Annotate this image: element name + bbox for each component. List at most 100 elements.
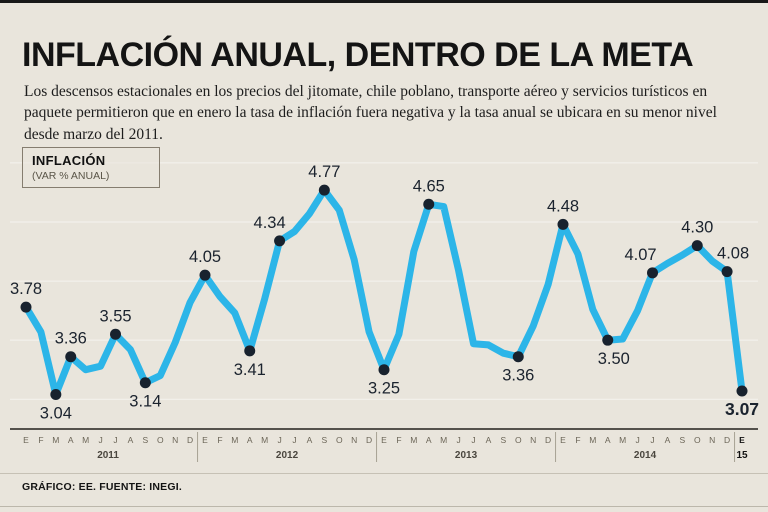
data-point-label: 3.14 bbox=[129, 393, 161, 411]
data-point-dot bbox=[378, 364, 390, 376]
data-point-label: 3.07 bbox=[725, 399, 759, 419]
month-label: J bbox=[635, 435, 639, 445]
data-point-label: 4.08 bbox=[717, 245, 749, 263]
month-label: F bbox=[575, 435, 580, 445]
month-label: N bbox=[351, 435, 357, 445]
month-label: D bbox=[366, 435, 372, 445]
data-point-dot bbox=[557, 218, 569, 230]
month-label: J bbox=[292, 435, 296, 445]
data-point-dot bbox=[647, 267, 658, 279]
month-label: F bbox=[396, 435, 401, 445]
month-label: S bbox=[679, 435, 685, 445]
data-point-dot bbox=[602, 334, 614, 346]
month-label: J bbox=[277, 435, 281, 445]
legend-subtitle: (VAR % ANUAL) bbox=[32, 170, 110, 182]
month-label: S bbox=[321, 435, 327, 445]
data-point-dot bbox=[423, 198, 435, 210]
month-label: M bbox=[82, 435, 89, 445]
data-point-label: 4.65 bbox=[413, 177, 445, 195]
month-label: D bbox=[545, 435, 551, 445]
month-label: J bbox=[456, 435, 460, 445]
data-point-dot bbox=[512, 351, 524, 363]
chart-legend: INFLACIÓN (VAR % ANUAL) bbox=[22, 147, 160, 188]
month-label: J bbox=[471, 435, 475, 445]
data-point-label: 3.36 bbox=[55, 330, 87, 348]
data-point-dot bbox=[199, 269, 211, 281]
footer-divider bbox=[0, 473, 768, 474]
data-point-dot bbox=[691, 240, 703, 252]
legend-title: INFLACIÓN bbox=[32, 153, 106, 168]
data-point-dot bbox=[110, 328, 121, 340]
data-point-dot bbox=[139, 377, 151, 389]
data-point-dot bbox=[274, 235, 286, 247]
data-point-dot bbox=[721, 266, 733, 278]
month-label: J bbox=[98, 435, 102, 445]
month-label: A bbox=[128, 435, 134, 445]
year-label: 2011 bbox=[97, 450, 119, 461]
data-point-label: 3.78 bbox=[10, 280, 42, 298]
month-label: M bbox=[589, 435, 596, 445]
month-label: E bbox=[560, 435, 566, 445]
bottom-divider bbox=[0, 506, 768, 507]
data-point-label: 3.55 bbox=[99, 307, 131, 325]
month-label: A bbox=[426, 435, 432, 445]
data-point-dot bbox=[65, 351, 77, 363]
data-point-dot bbox=[20, 301, 32, 313]
data-point-label: 3.41 bbox=[234, 361, 266, 379]
month-label: O bbox=[694, 435, 701, 445]
month-label: N bbox=[709, 435, 715, 445]
year-label: 2012 bbox=[276, 450, 299, 461]
month-label: M bbox=[52, 435, 59, 445]
month-label: M bbox=[410, 435, 417, 445]
inflation-series-line bbox=[22, 186, 746, 398]
month-label: D bbox=[724, 435, 730, 445]
data-point-label: 3.36 bbox=[502, 367, 534, 385]
month-label: E bbox=[381, 435, 387, 445]
month-label: A bbox=[68, 435, 74, 445]
month-label: J bbox=[113, 435, 117, 445]
month-label: F bbox=[217, 435, 222, 445]
month-label: E bbox=[202, 435, 208, 445]
month-label: E bbox=[23, 435, 29, 445]
data-point-label: 3.25 bbox=[368, 380, 400, 398]
month-label: E bbox=[739, 435, 745, 445]
data-point-label: 4.34 bbox=[254, 214, 286, 232]
data-point-dot bbox=[244, 345, 256, 357]
chart-source: GRÁFICO: EE. FUENTE: INEGI. bbox=[22, 481, 182, 493]
month-label: S bbox=[500, 435, 506, 445]
month-label: S bbox=[142, 435, 148, 445]
inflation-line-chart: 2011 2012 2013 2014 15E F M A M J J A S O N D E F M A M J J A S O… bbox=[10, 162, 759, 462]
month-label: A bbox=[307, 435, 313, 445]
year-label: 15 bbox=[736, 450, 748, 461]
month-label: M bbox=[261, 435, 268, 445]
data-point-label: 4.07 bbox=[624, 246, 656, 264]
data-point-label: 3.50 bbox=[598, 350, 630, 368]
month-label: M bbox=[440, 435, 447, 445]
data-point-label: 4.05 bbox=[189, 248, 221, 266]
month-label: F bbox=[38, 435, 43, 445]
data-point-label: 4.30 bbox=[681, 219, 713, 237]
month-label: N bbox=[172, 435, 178, 445]
data-point-label: 4.48 bbox=[547, 197, 579, 215]
month-label: A bbox=[486, 435, 492, 445]
month-label: M bbox=[619, 435, 626, 445]
month-label: D bbox=[187, 435, 193, 445]
month-label: O bbox=[336, 435, 343, 445]
month-label: O bbox=[157, 435, 164, 445]
month-label: A bbox=[665, 435, 671, 445]
data-point-label: 4.77 bbox=[308, 163, 340, 181]
month-label: M bbox=[231, 435, 238, 445]
page-title: INFLACIÓN ANUAL, DENTRO DE LA META bbox=[22, 35, 694, 74]
year-label: 2013 bbox=[455, 450, 478, 461]
month-label: N bbox=[530, 435, 536, 445]
month-label: O bbox=[515, 435, 522, 445]
month-label: A bbox=[247, 435, 253, 445]
intro-paragraph: Los descensos estacionales en los precio… bbox=[24, 82, 717, 143]
data-point-dot bbox=[736, 385, 748, 397]
year-label: 2014 bbox=[634, 450, 657, 461]
data-point-dot bbox=[318, 184, 330, 196]
data-point-dot bbox=[50, 389, 62, 401]
month-label: A bbox=[605, 435, 611, 445]
month-label: J bbox=[650, 435, 654, 445]
